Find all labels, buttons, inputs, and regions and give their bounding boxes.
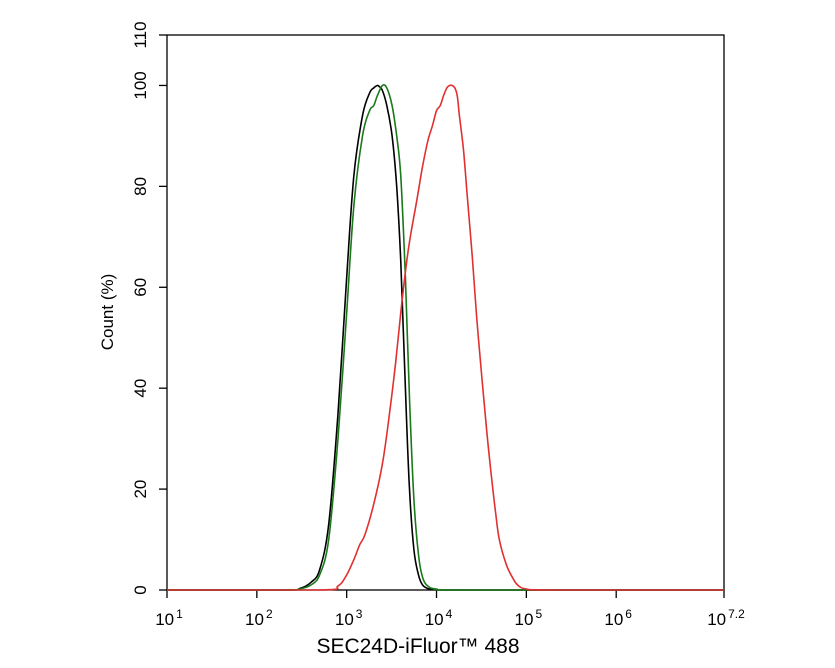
x-tick-label: 10 3 — [335, 607, 363, 629]
y-tick-label: 110 — [131, 21, 150, 48]
x-tick-label: 10 7.2 — [707, 607, 745, 629]
series-layer — [167, 84, 724, 591]
y-axis-title: Count (%) — [98, 274, 117, 351]
x-tick-label: 10 1 — [155, 607, 183, 629]
x-tick-label: 10 4 — [425, 607, 453, 629]
plot-frame — [166, 34, 725, 591]
y-tick-label: 0 — [131, 585, 150, 594]
x-tick-label: 10 6 — [604, 607, 632, 629]
y-axis: 0 20 40 60 80 100 110 — [131, 21, 167, 595]
y-tick-label: 20 — [131, 480, 150, 499]
y-tick-label: 40 — [131, 379, 150, 398]
series-line-2 — [167, 84, 724, 591]
series-line-3 — [167, 84, 724, 591]
x-tick-label: 10 5 — [515, 607, 543, 629]
x-axis: 10 1 10 2 10 3 10 4 10 5 10 6 10 7.2 — [155, 590, 745, 629]
x-axis-title: SEC24D-iFluor™ 488 — [316, 635, 519, 658]
series-line-1 — [167, 84, 724, 591]
y-tick-label: 80 — [131, 177, 150, 196]
x-tick-label: 10 2 — [245, 607, 273, 629]
y-tick-label: 60 — [131, 278, 150, 297]
y-tick-label: 100 — [131, 71, 150, 99]
